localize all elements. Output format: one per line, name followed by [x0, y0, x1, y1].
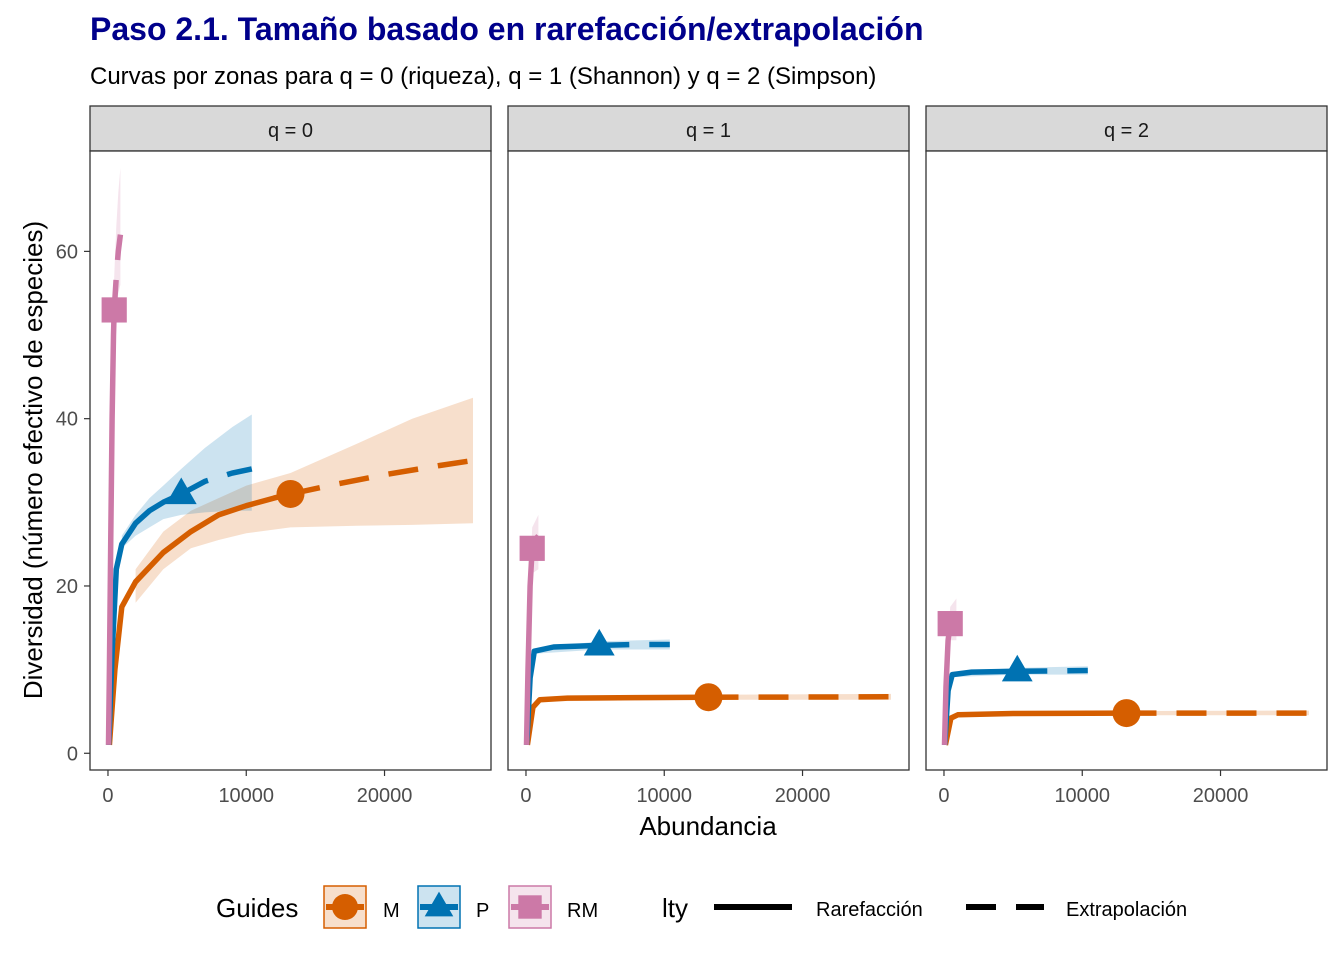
legend-linetype-label: Rarefacción	[816, 899, 923, 921]
y-tick-label: 0	[67, 743, 78, 765]
rarefaction-line-P	[105, 491, 183, 746]
x-tick-label: 20000	[1193, 785, 1249, 807]
x-tick-label: 10000	[1054, 785, 1110, 807]
extrapolation-line-P	[599, 641, 670, 649]
facet-panel: q = 1 0 10000 20000	[507, 105, 910, 807]
plot-data	[937, 598, 1309, 746]
x-tick-label: 0	[520, 785, 531, 807]
observed-point-M	[1112, 699, 1141, 728]
legend-label-P: P	[476, 900, 489, 922]
panel-border	[925, 150, 1328, 771]
observed-point-M	[694, 683, 723, 712]
legend-key-M	[323, 885, 367, 929]
observed-point-RM	[101, 297, 127, 323]
plot-area	[926, 151, 1327, 770]
facet-strip	[925, 105, 1328, 152]
y-tick-label: 20	[56, 576, 78, 598]
legend-linetype-label: Extrapolación	[1066, 899, 1187, 921]
observed-point-P	[583, 628, 615, 656]
x-tick-label: 10000	[636, 785, 692, 807]
confidence-band-P	[121, 414, 252, 549]
rarefaction-line-RM	[105, 309, 117, 745]
legend-key-marker	[424, 891, 454, 917]
rarefaction-line-M	[524, 694, 709, 746]
y-tick-label: 40	[56, 409, 78, 431]
x-tick-label: 10000	[218, 785, 274, 807]
y-tick-label: 60	[56, 241, 78, 263]
x-tick-label: 20000	[357, 785, 413, 807]
facet-strip	[507, 105, 910, 152]
rarefaction-line-M	[942, 710, 1127, 746]
facet-strip-label: q = 2	[1104, 120, 1149, 142]
observed-point-RM	[519, 535, 545, 561]
plot-area	[90, 151, 491, 770]
extrapolation-line-M	[289, 457, 474, 497]
legend-key-marker	[518, 895, 542, 919]
x-axis-title: Abundancia	[639, 811, 777, 841]
confidence-band-M	[135, 397, 473, 603]
extrapolation-line-RM	[111, 234, 124, 311]
panel-border	[507, 150, 910, 771]
chart-title: Paso 2.1. Tamaño basado en rarefacción/e…	[90, 11, 923, 47]
observed-point-P	[1001, 654, 1033, 682]
facet-panel: q = 0 0 10000 20000 0 20 40 60	[56, 105, 492, 807]
observed-point-M	[276, 479, 305, 508]
y-axis-title: Diversidad (número efectivo de especies)	[18, 221, 48, 699]
legend: Guides M P RM lty Rarefacción Extrapolación	[216, 885, 1187, 929]
facet-panel: q = 2 0 10000 20000	[925, 105, 1328, 807]
legend-label-RM: RM	[567, 900, 598, 922]
confidence-band-RM	[110, 167, 121, 586]
facet-strip-label: q = 0	[268, 120, 313, 142]
x-tick-label: 20000	[775, 785, 831, 807]
rarefaction-line-M	[106, 491, 292, 746]
chart-subtitle: Curvas por zonas para q = 0 (riqueza), q…	[90, 63, 876, 90]
plot-area	[508, 151, 909, 770]
legend-key-P	[417, 885, 461, 929]
x-tick-label: 0	[938, 785, 949, 807]
panel-border	[89, 150, 492, 771]
legend-title-guides: Guides	[216, 893, 298, 923]
plot-data	[519, 514, 892, 746]
extrapolation-line-P	[1017, 667, 1088, 675]
facet-strip	[89, 105, 492, 152]
legend-label-M: M	[383, 900, 400, 922]
observed-point-P	[165, 477, 197, 505]
legend-title-lty: lty	[662, 893, 688, 923]
rarefaction-line-RM	[523, 548, 535, 745]
x-tick-label: 0	[102, 785, 113, 807]
facet-strip-label: q = 1	[686, 120, 731, 142]
extrapolation-line-P	[180, 466, 253, 497]
observed-point-RM	[937, 611, 963, 637]
legend-key-marker	[332, 894, 358, 920]
legend-key-RM	[508, 885, 552, 929]
plot-data	[101, 167, 474, 746]
